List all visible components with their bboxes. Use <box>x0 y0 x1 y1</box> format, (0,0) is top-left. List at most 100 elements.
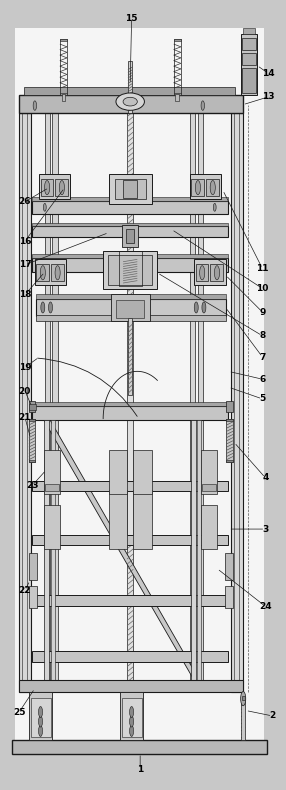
Text: 7: 7 <box>259 352 266 362</box>
Text: 8: 8 <box>259 331 266 340</box>
Bar <box>116 300 144 318</box>
Text: 3: 3 <box>262 525 269 533</box>
Bar <box>51 420 55 692</box>
Bar <box>128 62 132 113</box>
Polygon shape <box>44 411 194 680</box>
Text: 20: 20 <box>19 386 31 396</box>
Circle shape <box>195 180 200 194</box>
Bar <box>32 197 229 201</box>
Bar <box>133 450 152 494</box>
Bar <box>241 34 257 96</box>
Bar <box>122 224 138 246</box>
Bar <box>197 420 201 692</box>
Bar <box>201 506 217 549</box>
Bar <box>175 94 179 101</box>
Text: 13: 13 <box>262 92 275 101</box>
Text: 11: 11 <box>256 265 269 273</box>
Bar <box>53 113 57 692</box>
Circle shape <box>194 302 198 313</box>
Text: 26: 26 <box>19 198 31 206</box>
Bar <box>24 88 235 96</box>
Bar <box>190 113 195 692</box>
Bar <box>198 113 203 692</box>
Bar <box>36 299 226 316</box>
Bar <box>44 450 59 494</box>
Bar <box>60 39 67 41</box>
Text: 9: 9 <box>259 307 266 317</box>
Circle shape <box>241 691 246 705</box>
Bar <box>103 250 157 288</box>
Bar <box>108 254 152 284</box>
Bar <box>60 93 67 96</box>
Bar <box>133 490 152 549</box>
Bar <box>60 39 67 96</box>
Circle shape <box>49 302 53 313</box>
Bar <box>109 450 127 494</box>
Bar <box>111 294 150 321</box>
Bar <box>29 586 37 608</box>
Bar <box>174 93 181 96</box>
Bar <box>227 401 233 412</box>
Text: 19: 19 <box>19 363 31 372</box>
Ellipse shape <box>116 93 144 111</box>
Text: 6: 6 <box>259 374 266 384</box>
Text: 4: 4 <box>262 473 269 483</box>
Bar <box>32 254 229 258</box>
Circle shape <box>210 180 215 194</box>
Bar <box>127 113 133 692</box>
Circle shape <box>39 716 43 727</box>
Bar <box>114 179 146 199</box>
Circle shape <box>43 203 46 211</box>
Bar <box>190 174 221 199</box>
Bar <box>29 419 35 421</box>
Bar <box>123 180 137 198</box>
Bar <box>243 28 255 34</box>
Circle shape <box>39 706 43 717</box>
Bar <box>32 258 229 272</box>
Bar <box>242 696 245 700</box>
Bar <box>45 113 50 692</box>
Text: 22: 22 <box>19 586 31 595</box>
Text: 15: 15 <box>125 13 138 23</box>
Bar <box>194 259 226 284</box>
Circle shape <box>39 725 43 736</box>
Text: 14: 14 <box>262 69 275 77</box>
Bar <box>242 68 256 93</box>
Bar <box>227 419 233 421</box>
Bar <box>29 460 35 462</box>
Ellipse shape <box>123 97 137 106</box>
Bar <box>19 96 243 113</box>
Bar <box>225 553 233 581</box>
Bar <box>44 506 59 549</box>
Bar <box>51 264 64 281</box>
Bar <box>210 264 223 281</box>
Text: 1: 1 <box>137 765 143 774</box>
Bar <box>29 419 35 462</box>
Bar <box>191 179 204 196</box>
Text: 18: 18 <box>19 291 31 299</box>
Bar <box>196 264 208 281</box>
Bar <box>32 535 229 545</box>
Bar <box>32 226 229 237</box>
Bar <box>109 490 127 549</box>
Bar <box>45 484 59 491</box>
Text: 23: 23 <box>26 481 38 490</box>
Bar <box>202 484 217 491</box>
Bar <box>19 113 31 692</box>
Bar <box>206 179 219 196</box>
Circle shape <box>45 180 50 194</box>
Text: 21: 21 <box>19 412 31 422</box>
Circle shape <box>200 265 205 280</box>
Circle shape <box>130 706 134 717</box>
Bar <box>19 680 243 692</box>
Circle shape <box>202 302 206 313</box>
Bar <box>32 481 229 491</box>
Bar <box>174 39 181 41</box>
Bar <box>29 401 35 412</box>
Bar <box>242 53 256 66</box>
Text: 2: 2 <box>269 712 276 720</box>
Bar <box>32 223 229 226</box>
Circle shape <box>40 265 45 280</box>
Bar <box>36 314 226 321</box>
Circle shape <box>213 203 216 211</box>
